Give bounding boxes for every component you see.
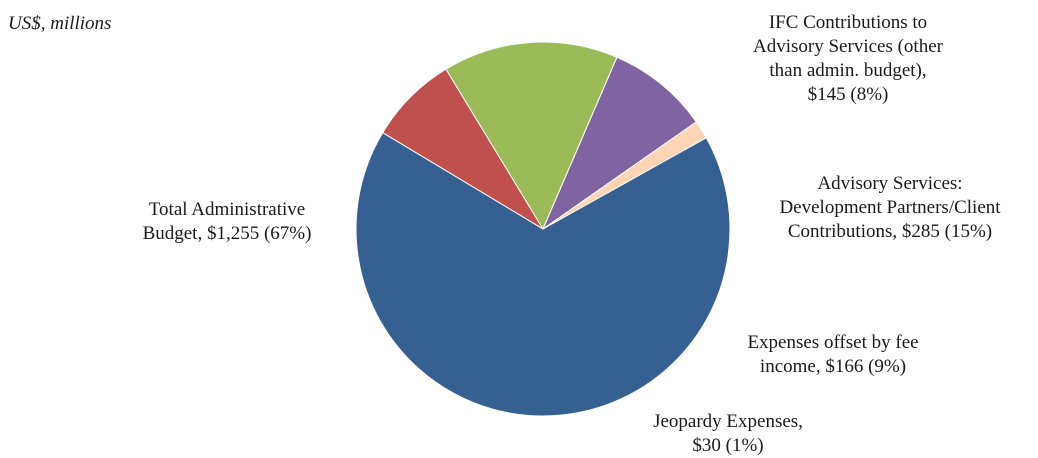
slice-label-line: Expenses offset by fee bbox=[747, 332, 919, 353]
slice-label-line: income, $166 (9%) bbox=[759, 356, 907, 377]
slice-label-ifc-contributions-advisory: IFC Contributions to Advisory Services (… bbox=[700, 11, 996, 107]
slice-label-line: Contributions, $285 (15%) bbox=[787, 221, 993, 242]
slice-label-line: $30 (1%) bbox=[692, 435, 764, 456]
pie-slice-total-administrative-budget bbox=[355, 132, 731, 417]
slice-label-line: Advisory Services (other bbox=[753, 36, 943, 57]
pie-slice-advisory-dev-partners bbox=[445, 41, 618, 231]
slice-label-line: $145 (8%) bbox=[807, 84, 889, 105]
unit-label: US$, millions bbox=[8, 13, 112, 34]
slice-label-line: Jeopardy Expenses, bbox=[653, 411, 803, 432]
pie-slices bbox=[355, 41, 731, 417]
slice-label-line: Development Partners/Client bbox=[779, 197, 1001, 218]
slice-label-advisory-dev-partners: Advisory Services: Development Partners/… bbox=[755, 172, 1025, 244]
slice-label-line: IFC Contributions to bbox=[768, 12, 928, 33]
slice-label-total-administrative-budget: Total Administrative Budget, $1,255 (67%… bbox=[100, 198, 354, 246]
slice-label-line: than admin. budget), bbox=[769, 60, 927, 81]
pie-slice-expenses-offset-fee-income bbox=[541, 56, 698, 231]
slice-label-expenses-offset-fee-income: Expenses offset by fee income, $166 (9%) bbox=[718, 331, 948, 379]
slice-label-jeopardy-expenses: Jeopardy Expenses, $30 (1%) bbox=[618, 410, 838, 458]
slice-label-line: Advisory Services: bbox=[817, 173, 963, 194]
slice-label-line: Budget, $1,255 (67%) bbox=[142, 223, 312, 244]
slice-label-line: Total Administrative bbox=[148, 199, 306, 220]
